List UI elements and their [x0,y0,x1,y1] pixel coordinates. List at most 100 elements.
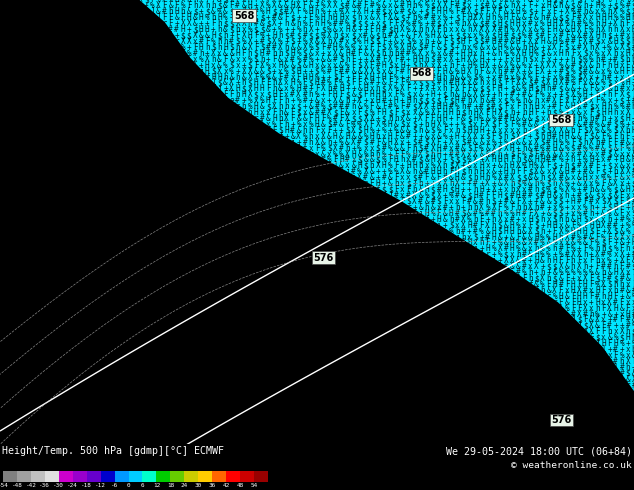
Text: c: c [534,321,539,330]
Text: x: x [547,55,551,64]
Text: e: e [59,316,63,324]
Text: l: l [230,387,234,395]
Text: $: $ [614,120,618,129]
Text: $: $ [589,102,593,111]
Text: x: x [473,120,478,129]
Text: F: F [528,1,533,10]
Text: x: x [589,49,593,58]
Text: r: r [113,191,118,200]
Text: t: t [223,398,228,408]
Text: F: F [290,114,295,123]
Text: j: j [53,256,57,265]
Text: E: E [132,138,136,147]
Text: r: r [120,274,124,283]
Text: e: e [583,345,588,354]
Text: f: f [528,280,533,289]
Text: E: E [284,410,289,419]
Text: E: E [46,37,51,46]
Text: E: E [297,333,301,343]
Text: r: r [260,161,264,171]
Text: h: h [461,102,465,111]
Polygon shape [139,0,634,391]
Text: 1: 1 [388,233,392,242]
Text: 1: 1 [479,339,484,348]
Text: h: h [498,90,502,99]
Text: 1: 1 [46,239,51,247]
Text: F: F [516,168,521,176]
Text: $: $ [363,108,368,117]
Text: e: e [65,161,69,171]
Text: E: E [28,428,33,437]
Text: t: t [418,404,423,414]
Text: +: + [516,144,521,153]
Text: e: e [290,286,295,295]
Text: l: l [516,310,521,318]
Text: &: & [370,31,374,40]
Text: +: + [418,84,423,94]
Text: X: X [260,61,264,70]
Text: h: h [540,286,545,295]
Text: i: i [217,262,222,271]
Text: r: r [309,168,313,176]
Text: #: # [388,102,392,111]
Text: #: # [266,49,271,58]
Text: c: c [181,310,185,318]
Text: #: # [351,168,356,176]
Text: c: c [83,416,87,425]
Text: H: H [583,90,588,99]
Text: l: l [242,149,246,159]
Text: e: e [53,37,57,46]
Text: f: f [53,191,57,200]
Text: +: + [607,316,612,324]
Text: i: i [65,256,69,265]
Text: c: c [260,310,264,318]
Text: h: h [619,19,624,28]
Text: c: c [46,250,51,259]
Text: t: t [132,357,136,366]
Text: E: E [376,392,380,401]
Text: X: X [363,73,368,81]
Text: f: f [46,73,51,81]
Text: l: l [339,250,344,259]
Text: 1: 1 [278,209,283,218]
Text: j: j [186,96,191,105]
Text: &: & [619,304,624,313]
Text: c: c [479,416,484,425]
Text: #: # [619,84,624,94]
Text: c: c [479,428,484,437]
Text: r: r [406,375,411,384]
Text: 1: 1 [503,440,508,449]
Text: j: j [65,126,69,135]
Text: %: % [479,226,484,236]
Text: x: x [424,49,429,58]
Text: 1: 1 [363,197,368,206]
Text: j: j [284,345,289,354]
Text: r: r [314,404,320,414]
Text: c: c [297,381,301,390]
Text: H: H [601,13,606,22]
Text: +: + [284,37,289,46]
Text: i: i [552,327,557,336]
Text: t: t [376,310,380,318]
Text: c: c [358,434,362,443]
Text: F: F [571,298,575,307]
Text: h: h [516,250,521,259]
Text: e: e [358,333,362,343]
Text: x: x [486,43,490,52]
Text: %: % [297,120,301,129]
Text: i: i [132,19,136,28]
Text: f: f [71,78,75,87]
Text: j: j [235,138,240,147]
Text: h: h [607,215,612,224]
Text: #: # [589,37,593,46]
Text: e: e [382,327,386,336]
Text: $: $ [516,179,521,188]
Text: i: i [101,37,106,46]
Text: +: + [547,226,551,236]
Text: 1: 1 [16,102,20,111]
Text: %: % [619,7,624,16]
Text: e: e [41,49,45,58]
Text: E: E [217,102,222,111]
Text: E: E [528,321,533,330]
Text: %: % [540,179,545,188]
